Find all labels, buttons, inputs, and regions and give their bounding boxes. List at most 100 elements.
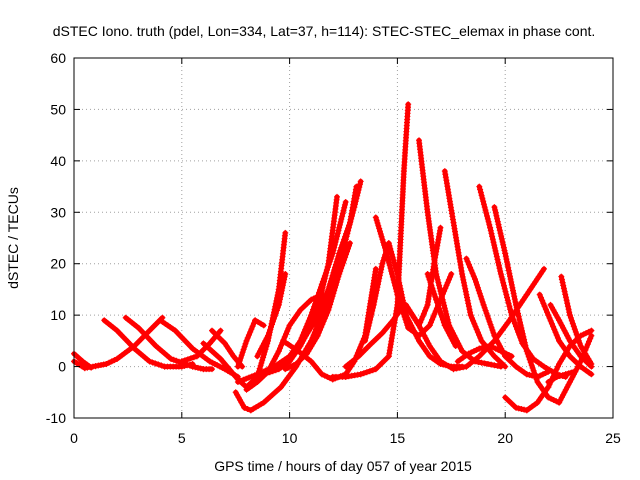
y-tick-label: -10 bbox=[46, 410, 66, 426]
data-point bbox=[366, 319, 373, 326]
data-point bbox=[495, 340, 502, 347]
data-point bbox=[430, 313, 437, 320]
data-point bbox=[437, 288, 444, 295]
data-point bbox=[450, 366, 457, 373]
data-point bbox=[517, 322, 524, 329]
data-point bbox=[500, 244, 507, 251]
data-point bbox=[278, 342, 285, 349]
data-point bbox=[334, 233, 340, 240]
data-point bbox=[325, 307, 332, 313]
data-point bbox=[548, 395, 554, 402]
data-point bbox=[314, 332, 321, 339]
data-point bbox=[331, 244, 338, 251]
data-point bbox=[436, 285, 443, 292]
data-point bbox=[338, 244, 345, 251]
data-point bbox=[237, 397, 243, 403]
data-point bbox=[480, 301, 487, 308]
y-tick-label: 30 bbox=[50, 204, 66, 220]
data-point bbox=[285, 325, 292, 332]
data-point bbox=[318, 291, 325, 298]
data-point bbox=[385, 259, 392, 266]
data-point bbox=[260, 351, 267, 358]
data-point bbox=[334, 256, 341, 262]
data-point bbox=[518, 325, 525, 331]
data-point bbox=[103, 361, 110, 367]
data-point bbox=[561, 389, 568, 396]
data-point bbox=[251, 372, 258, 379]
data-point bbox=[481, 344, 488, 351]
data-point bbox=[337, 247, 344, 254]
data-point bbox=[318, 284, 324, 291]
data-point bbox=[366, 368, 373, 375]
data-point bbox=[521, 336, 528, 343]
data-point bbox=[184, 361, 191, 368]
data-point bbox=[562, 386, 569, 393]
data-point bbox=[482, 207, 489, 214]
data-point bbox=[92, 363, 99, 370]
data-point bbox=[367, 316, 374, 323]
data-point bbox=[325, 261, 332, 268]
data-point bbox=[348, 213, 354, 220]
data-point bbox=[390, 276, 397, 283]
data-point bbox=[382, 244, 388, 251]
data-point bbox=[344, 228, 350, 234]
data-point bbox=[324, 309, 331, 316]
data-point bbox=[338, 216, 345, 223]
data-point bbox=[486, 221, 493, 228]
data-series bbox=[243, 291, 325, 393]
data-point bbox=[459, 271, 466, 277]
data-point bbox=[493, 250, 500, 257]
data-point bbox=[527, 359, 534, 366]
data-point bbox=[469, 270, 476, 277]
data-point bbox=[328, 275, 335, 282]
data-point bbox=[360, 370, 367, 377]
data-point bbox=[240, 346, 247, 353]
data-point bbox=[492, 247, 499, 254]
data-point bbox=[255, 350, 262, 357]
data-point bbox=[313, 294, 320, 301]
data-point bbox=[343, 230, 349, 237]
data-point bbox=[312, 300, 319, 307]
data-point bbox=[467, 312, 474, 319]
data-point bbox=[369, 307, 376, 314]
data-point bbox=[310, 306, 317, 313]
data-point bbox=[467, 309, 474, 316]
data-point bbox=[584, 341, 591, 348]
data-point bbox=[311, 303, 318, 310]
data-point bbox=[441, 302, 448, 309]
data-point bbox=[478, 296, 485, 303]
x-axis-label: GPS time / hours of day 057 of year 2015 bbox=[214, 458, 472, 474]
data-point bbox=[272, 367, 279, 374]
data-point bbox=[522, 342, 529, 349]
data-point bbox=[254, 371, 261, 378]
data-point bbox=[388, 248, 395, 255]
data-point bbox=[244, 334, 251, 341]
data-point bbox=[282, 229, 289, 236]
data-point bbox=[460, 276, 467, 283]
data-point bbox=[372, 265, 379, 272]
data-point bbox=[508, 279, 515, 285]
data-point bbox=[377, 269, 384, 276]
data-point bbox=[501, 282, 507, 289]
data-point bbox=[327, 298, 334, 305]
data-point bbox=[451, 340, 458, 347]
data-point bbox=[564, 300, 571, 307]
data-point bbox=[560, 285, 567, 292]
data-point bbox=[170, 356, 177, 363]
data-point bbox=[384, 253, 391, 260]
data-point bbox=[507, 276, 514, 283]
data-point bbox=[285, 364, 291, 371]
data-point bbox=[438, 291, 445, 297]
data-point bbox=[568, 369, 575, 376]
data-point bbox=[274, 350, 281, 357]
data-point bbox=[341, 236, 348, 243]
data-point bbox=[244, 406, 251, 412]
data-point bbox=[439, 316, 446, 323]
data-point bbox=[476, 332, 483, 339]
data-point bbox=[489, 344, 496, 351]
data-point bbox=[260, 354, 267, 361]
data-point bbox=[389, 273, 396, 280]
data-point bbox=[326, 258, 333, 265]
data-point bbox=[481, 360, 488, 367]
data-point bbox=[282, 271, 289, 277]
